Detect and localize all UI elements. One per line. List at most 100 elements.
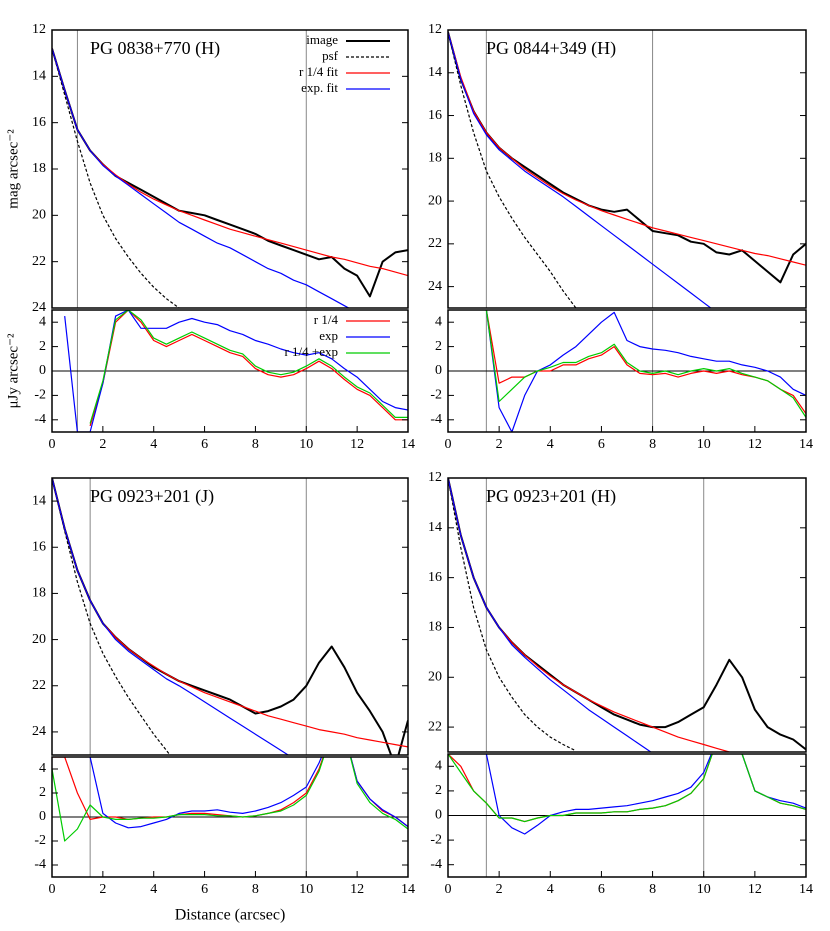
y-axis-label: μJy arcsec⁻² — [5, 333, 21, 409]
series-line — [485, 310, 806, 415]
y-tick-label: 20 — [32, 632, 46, 647]
x-tick-label: 10 — [299, 437, 313, 452]
y-tick-label: 18 — [428, 620, 442, 635]
x-tick-label: 14 — [799, 437, 813, 452]
x-tick-label: 8 — [649, 437, 656, 452]
legend-label: r 1/4 — [314, 312, 339, 327]
frame — [51, 477, 409, 756]
y-tick-label: 4 — [39, 314, 46, 329]
series-line — [52, 48, 408, 298]
y-tick-label: -2 — [430, 388, 442, 403]
y-tick-label: 22 — [32, 678, 46, 693]
series-line — [52, 478, 171, 755]
chart-title: PG 0923+201 (H) — [486, 486, 616, 507]
y-tick-label: 22 — [428, 719, 442, 734]
frame — [51, 29, 409, 309]
series-line — [448, 31, 806, 266]
chart-title: PG 0838+770 (H) — [90, 38, 220, 59]
y-tick-label: 14 — [32, 493, 46, 508]
series-line — [52, 478, 408, 748]
plot-area — [52, 30, 408, 308]
plot-area — [52, 310, 408, 432]
y-tick-label: 24 — [32, 724, 46, 739]
y-tick-label: 18 — [32, 586, 46, 601]
series-line — [448, 31, 577, 308]
x-tick-label: 2 — [99, 882, 106, 897]
y-tick-label: -2 — [430, 832, 442, 847]
y-tick-label: -4 — [34, 412, 46, 427]
y-tick-label: 14 — [428, 520, 442, 535]
series-line — [448, 478, 577, 752]
y-axis-label: mag arcsec⁻² — [5, 129, 21, 209]
x-tick-label: 2 — [496, 437, 503, 452]
y-tick-label: 16 — [32, 115, 46, 130]
series-line — [52, 48, 350, 308]
y-tick-label: 24 — [428, 279, 442, 294]
x-tick-label: 0 — [49, 437, 56, 452]
y-tick-label: 20 — [428, 193, 442, 208]
y-tick-label: 2 — [435, 339, 442, 354]
series-line — [52, 48, 408, 277]
y-tick-label: 0 — [435, 363, 442, 378]
series-line — [52, 48, 180, 308]
series-line — [485, 310, 806, 418]
x-tick-label: 12 — [748, 882, 762, 897]
x-tick-label: 0 — [49, 882, 56, 897]
x-tick-label: 8 — [252, 437, 259, 452]
series-line — [448, 754, 806, 823]
series-line — [448, 478, 806, 751]
x-tick-label: 2 — [99, 437, 106, 452]
y-tick-label: -4 — [430, 412, 442, 427]
y-tick-label: 0 — [39, 809, 46, 824]
series-line — [89, 757, 408, 829]
y-tick-label: 0 — [435, 808, 442, 823]
y-tick-label: 4 — [435, 314, 442, 329]
x-tick-label: 14 — [401, 437, 415, 452]
x-tick-label: 6 — [598, 437, 605, 452]
x-tick-label: 0 — [445, 437, 452, 452]
x-tick-label: 8 — [252, 882, 259, 897]
x-tick-label: 10 — [299, 882, 313, 897]
y-tick-label: 20 — [428, 669, 442, 684]
plot-area — [52, 478, 408, 755]
chart-title: PG 0923+201 (J) — [90, 486, 214, 507]
plot-area — [448, 30, 806, 308]
x-tick-label: 8 — [649, 882, 656, 897]
x-tick-label: 6 — [201, 437, 208, 452]
y-tick-label: 22 — [428, 236, 442, 251]
legend-label: exp — [319, 328, 338, 343]
plot-area — [52, 757, 408, 877]
series-line — [89, 310, 408, 427]
legend-label: r 1/4 +exp — [284, 344, 338, 359]
y-tick-label: 12 — [32, 22, 46, 37]
x-axis-label: Distance (arcsec) — [175, 907, 286, 924]
x-tick-label: 4 — [547, 882, 554, 897]
series-line — [448, 754, 806, 823]
x-tick-label: 0 — [445, 882, 452, 897]
chart-title: PG 0844+349 (H) — [486, 38, 616, 59]
y-tick-label: 2 — [435, 783, 442, 798]
y-tick-label: 12 — [428, 470, 442, 485]
frame — [447, 477, 807, 753]
y-tick-label: -2 — [34, 388, 46, 403]
x-tick-label: 14 — [401, 882, 415, 897]
y-tick-label: 0 — [39, 363, 46, 378]
y-tick-label: 2 — [39, 339, 46, 354]
legend-label: r 1/4 fit — [299, 64, 338, 79]
series-line — [52, 478, 408, 755]
x-tick-label: 6 — [201, 882, 208, 897]
x-tick-label: 12 — [748, 437, 762, 452]
series-line — [52, 757, 408, 842]
y-tick-label: 14 — [428, 65, 442, 80]
y-tick-label: 18 — [32, 161, 46, 176]
y-tick-label: 18 — [428, 151, 442, 166]
plot-area — [448, 478, 806, 752]
y-tick-label: -4 — [34, 857, 46, 872]
plot-area — [448, 754, 806, 877]
y-tick-label: 20 — [32, 208, 46, 223]
x-tick-label: 4 — [150, 437, 157, 452]
series-line — [52, 478, 290, 755]
frame — [447, 29, 807, 309]
